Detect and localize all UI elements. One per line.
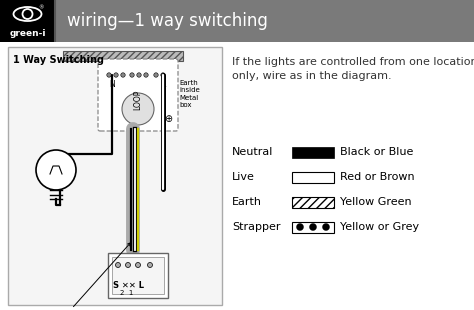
Bar (63, 51, 183, 61)
Text: ®: ® (39, 6, 44, 11)
Circle shape (144, 73, 148, 77)
Text: S ✕✕ L: S ✕✕ L (113, 281, 144, 290)
Bar (292, 197, 334, 207)
Bar (292, 222, 334, 232)
Text: Neutral: Neutral (232, 147, 273, 157)
Bar (292, 171, 334, 183)
Text: L: L (161, 80, 165, 89)
Text: Strapper: Strapper (232, 222, 281, 232)
Circle shape (107, 73, 111, 77)
Bar (8, 47, 222, 305)
Text: Black or Blue: Black or Blue (340, 147, 413, 157)
Text: N: N (109, 80, 115, 89)
Text: 1 Way Switching: 1 Way Switching (13, 55, 104, 65)
Bar (108, 253, 168, 298)
Circle shape (122, 93, 154, 125)
Circle shape (147, 263, 153, 268)
Text: LOOP: LOOP (134, 90, 143, 110)
Text: 2  1: 2 1 (120, 290, 133, 296)
Text: May have red or brown
sleeve: May have red or brown sleeve (23, 243, 130, 310)
Text: green-i: green-i (9, 29, 46, 38)
Circle shape (161, 73, 165, 77)
Text: ⊕: ⊕ (164, 114, 172, 124)
Circle shape (154, 73, 158, 77)
Circle shape (136, 263, 140, 268)
FancyBboxPatch shape (98, 59, 178, 131)
Circle shape (126, 263, 130, 268)
Circle shape (137, 73, 141, 77)
Text: Earth: Earth (232, 197, 262, 207)
Circle shape (116, 263, 120, 268)
Circle shape (310, 224, 317, 231)
Circle shape (121, 73, 125, 77)
Circle shape (114, 73, 118, 77)
Circle shape (36, 150, 76, 190)
Circle shape (297, 224, 303, 231)
Circle shape (322, 224, 329, 231)
Bar (55, 0, 474, 42)
Bar (292, 147, 334, 157)
Bar (112, 257, 164, 294)
Circle shape (130, 73, 134, 77)
Text: Yellow Green: Yellow Green (340, 197, 411, 207)
Text: If the lights are controlled from one location
only, wire as in the diagram.: If the lights are controlled from one lo… (232, 57, 474, 81)
Text: Yellow or Grey: Yellow or Grey (340, 222, 419, 232)
Bar (0, 0, 55, 42)
Text: Live: Live (232, 172, 255, 182)
Text: Earth
inside
Metal
box: Earth inside Metal box (179, 80, 200, 108)
Text: wiring—1 way switching: wiring—1 way switching (67, 12, 268, 30)
Text: Red or Brown: Red or Brown (340, 172, 415, 182)
